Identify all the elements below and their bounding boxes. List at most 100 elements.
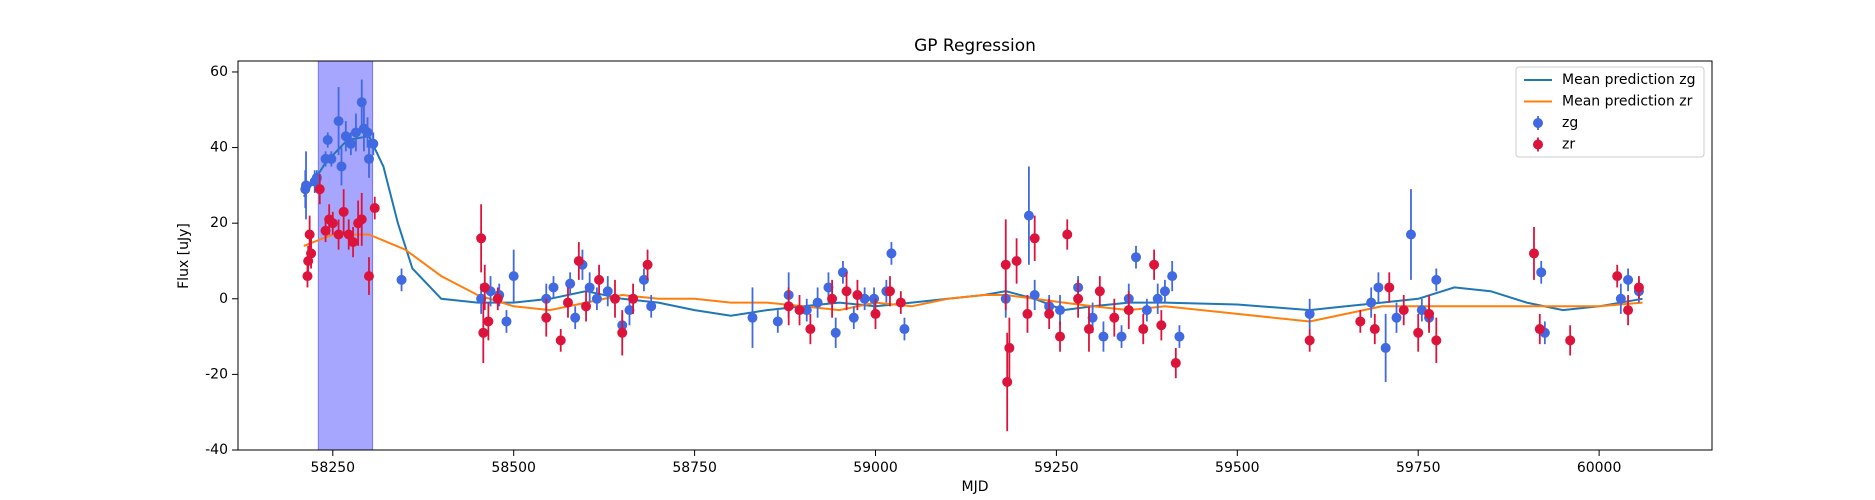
data-point [1369, 324, 1380, 335]
data-point [1424, 308, 1435, 319]
data-point [483, 316, 494, 327]
data-point [1398, 305, 1409, 316]
data-point [333, 116, 344, 127]
data-point [1615, 293, 1626, 304]
axes-frame [237, 60, 1713, 451]
y-tick-label: 20 [210, 215, 228, 231]
data-point [1170, 358, 1181, 369]
data-point [830, 327, 841, 338]
data-point [642, 259, 653, 270]
data-point [1366, 297, 1377, 308]
x-tick-label: 58250 [311, 460, 356, 476]
legend-box [1515, 66, 1705, 158]
x-tick-label: 59750 [1396, 460, 1441, 476]
data-point [886, 248, 897, 259]
data-point [1623, 274, 1634, 285]
data-point [1029, 290, 1040, 301]
data-point [1355, 316, 1366, 327]
data-point [628, 293, 639, 304]
data-point [362, 127, 373, 138]
data-point [1380, 342, 1391, 353]
data-point [492, 293, 503, 304]
legend-label: Mean prediction zr [1562, 94, 1693, 110]
data-point [479, 282, 490, 293]
data-point [1623, 305, 1634, 316]
data-point [314, 184, 325, 195]
data-point [1565, 335, 1576, 346]
data-point [812, 297, 823, 308]
data-point [1413, 327, 1424, 338]
data-point [591, 293, 602, 304]
data-point [870, 308, 881, 319]
data-point [1094, 286, 1105, 297]
y-tick-label: 60 [210, 64, 228, 80]
data-point [322, 135, 333, 146]
legend-label: Mean prediction zg [1562, 72, 1696, 88]
data-point [1167, 271, 1178, 282]
data-point [1156, 320, 1167, 331]
data-point [501, 316, 512, 327]
data-point [852, 290, 863, 301]
data-point [805, 324, 816, 335]
data-point [848, 312, 859, 323]
data-point [869, 293, 880, 304]
data-point [1022, 308, 1033, 319]
data-point [1000, 259, 1011, 270]
data-point [801, 305, 812, 316]
legend-label: zg [1562, 115, 1578, 131]
data-point [336, 161, 347, 172]
data-point [1304, 308, 1315, 319]
data-point [345, 138, 356, 149]
data-point [356, 214, 367, 225]
data-point [1055, 305, 1066, 316]
data-point [1109, 312, 1120, 323]
y-tick-label: -40 [205, 442, 228, 458]
data-point [573, 255, 584, 266]
data-point [1138, 324, 1149, 335]
data-point [1149, 259, 1160, 270]
data-point [1174, 331, 1185, 342]
data-point [1431, 274, 1442, 285]
data-point [320, 225, 331, 236]
data-point [340, 131, 351, 142]
y-tick-label: 0 [219, 291, 228, 307]
data-point [895, 297, 906, 308]
data-point [555, 335, 566, 346]
data-point [541, 312, 552, 323]
legend-label: zr [1562, 137, 1575, 153]
data-point [1633, 282, 1644, 293]
data-point [794, 305, 805, 316]
data-point [602, 286, 613, 297]
y-tick-label: -20 [205, 366, 228, 382]
data-point [306, 248, 317, 259]
data-point [772, 316, 783, 327]
data-point [1536, 267, 1547, 278]
data-point [1087, 312, 1098, 323]
data-point [301, 180, 312, 191]
data-point [823, 282, 834, 293]
data-point [1029, 233, 1040, 244]
data-point [899, 324, 910, 335]
x-tick-label: 58500 [491, 460, 536, 476]
data-point [1528, 248, 1539, 259]
data-point [562, 297, 573, 308]
data-point [350, 127, 361, 138]
data-point [1073, 293, 1084, 304]
data-point [624, 305, 635, 316]
data-point [304, 229, 315, 240]
data-point [476, 293, 487, 304]
data-point [1373, 282, 1384, 293]
data-point [638, 274, 649, 285]
data-point [594, 274, 605, 285]
data-point [1534, 324, 1545, 335]
y-tick-label: 40 [210, 140, 228, 156]
data-point [1002, 376, 1013, 387]
x-tick-label: 58750 [672, 460, 717, 476]
data-point [1011, 255, 1022, 266]
data-point [646, 301, 657, 312]
data-point [363, 271, 374, 282]
mean-line [302, 135, 1643, 317]
data-point [581, 301, 592, 312]
data-point [508, 271, 519, 282]
